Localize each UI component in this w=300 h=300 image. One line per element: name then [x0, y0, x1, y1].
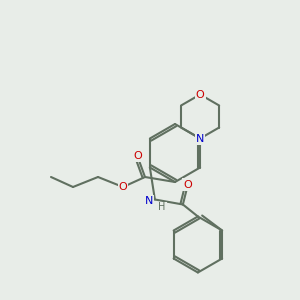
Text: O: O [184, 179, 192, 190]
Text: O: O [134, 151, 142, 161]
Text: O: O [196, 89, 205, 100]
Text: N: N [145, 196, 153, 206]
Text: O: O [118, 182, 127, 192]
Text: N: N [196, 134, 204, 143]
Text: H: H [158, 202, 166, 212]
